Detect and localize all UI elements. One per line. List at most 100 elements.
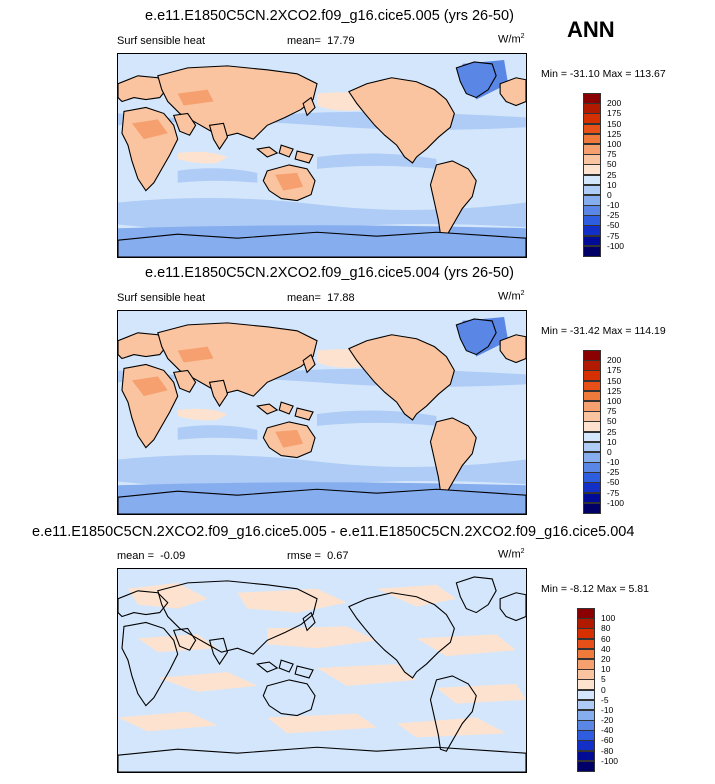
colorbar-tick-label: 80 xyxy=(601,623,611,634)
panel1-title: e.e11.E1850C5CN.2XCO2.f09_g16.cice5.005 … xyxy=(145,8,514,24)
ocean-flux-region xyxy=(177,425,258,440)
land-hotspot xyxy=(131,119,168,140)
colorbar-tick-label: 25 xyxy=(607,426,617,437)
panel3-rmse: rmse = 0.67 xyxy=(287,550,349,562)
panel2-mean: mean= 17.88 xyxy=(287,292,355,304)
land-region xyxy=(499,334,526,364)
panel3-units: W/m2 xyxy=(498,548,525,561)
colorbar-swatch xyxy=(577,720,595,731)
colorbar-tick-label: 175 xyxy=(607,108,622,119)
colorbar-swatch xyxy=(577,730,595,741)
colorbar-swatch xyxy=(583,154,601,165)
coastline xyxy=(294,665,314,679)
colorbar-swatch xyxy=(583,123,601,135)
colorbar-swatch xyxy=(577,658,595,670)
colorbar-swatch xyxy=(577,740,595,752)
panel1-map xyxy=(117,53,527,258)
colorbar-swatch xyxy=(583,441,601,453)
colorbar-tick-label: 175 xyxy=(607,365,622,376)
coastline xyxy=(348,592,455,679)
ocean-flux-region xyxy=(177,151,228,164)
colorbar-swatch xyxy=(577,760,595,772)
land-region xyxy=(157,65,318,140)
land-hotspot xyxy=(177,89,214,106)
colorbar-swatch xyxy=(583,492,601,504)
colorbar-swatch xyxy=(583,421,601,432)
ocean-flux-region xyxy=(118,455,526,489)
panel1-units: W/m2 xyxy=(498,33,525,46)
coastline xyxy=(121,621,179,707)
panel2-colorbar: 200 175 150 125 100 75 50 25 10 0 -10 -25 -50 -75 -100 xyxy=(583,350,643,514)
colorbar-swatch xyxy=(583,451,601,463)
land-region xyxy=(302,353,316,374)
colorbar-swatch xyxy=(583,482,601,494)
colorbar-swatch xyxy=(577,679,595,690)
positive-anomaly-region xyxy=(267,626,377,649)
coastline xyxy=(118,590,169,618)
coastline xyxy=(302,611,316,632)
colorbar-swatch xyxy=(583,225,601,237)
colorbar-tick-label: 200 xyxy=(607,98,622,109)
colorbar-swatch xyxy=(577,750,595,762)
panel1-variable: Surf sensible heat xyxy=(117,35,206,47)
season-label: ANN xyxy=(567,17,615,42)
colorbar-swatch xyxy=(583,360,601,371)
colorbar-swatch xyxy=(583,472,601,483)
panel3-mean: mean = -0.09 xyxy=(117,550,186,562)
land-region xyxy=(455,61,497,99)
coastline xyxy=(208,637,229,666)
land-region xyxy=(455,318,497,356)
land-region xyxy=(429,160,477,237)
colorbar-swatch xyxy=(583,390,601,402)
colorbar-swatch xyxy=(583,103,601,114)
positive-anomaly-region xyxy=(396,717,507,738)
colorbar-swatch xyxy=(577,699,595,711)
colorbar-tick-label: 125 xyxy=(607,128,622,139)
coastline xyxy=(118,746,526,772)
colorbar-swatch xyxy=(583,93,601,104)
colorbar-tick-label: -100 xyxy=(601,755,619,766)
colorbar-swatch xyxy=(577,638,595,650)
colorbar-tick-label: 100 xyxy=(607,138,622,149)
land-region xyxy=(118,488,526,514)
colorbar-swatch xyxy=(577,608,595,619)
land-region xyxy=(118,332,169,360)
land-hotspot xyxy=(275,172,304,191)
colorbar-tick-label: -100 xyxy=(607,497,625,508)
land-region xyxy=(294,150,314,164)
panel1-mean: mean= 17.79 xyxy=(287,35,355,47)
colorbar-tick-label: 0 xyxy=(607,189,612,200)
land-region xyxy=(208,379,229,408)
colorbar-tick-label: 125 xyxy=(607,385,622,396)
colorbar-swatch xyxy=(583,194,601,206)
land-region xyxy=(429,417,477,494)
colorbar-swatch xyxy=(577,618,595,629)
colorbar-tick-label: -100 xyxy=(607,240,625,251)
coastline xyxy=(429,675,477,752)
colorbar-tick-label: -50 xyxy=(607,477,620,488)
land-region xyxy=(302,96,316,117)
colorbar-tick-label: -60 xyxy=(601,735,614,746)
coastline xyxy=(262,679,316,717)
panel1-colorbar: 200 175 150 125 100 75 50 25 10 0 -10 -25 -50 -75 -100 xyxy=(583,93,643,257)
colorbar-tick-label: 150 xyxy=(607,375,622,386)
colorbar-tick-label: -5 xyxy=(601,694,609,705)
colorbar-swatch xyxy=(583,143,601,155)
land-region xyxy=(118,231,526,257)
coastline xyxy=(256,661,279,673)
colorbar-tick-label: 10 xyxy=(601,664,611,675)
colorbar-tick-label: 100 xyxy=(607,395,622,406)
colorbar-tick-label: 0 xyxy=(601,684,606,695)
colorbar-tick-label: 25 xyxy=(607,169,617,180)
colorbar-swatch xyxy=(583,245,601,257)
colorbar-tick-label: -10 xyxy=(601,704,614,715)
land-region xyxy=(118,75,169,103)
coastline xyxy=(278,659,294,673)
colorbar-swatch xyxy=(583,380,601,392)
colorbar-tick-label: -10 xyxy=(607,457,620,468)
colorbar-swatch xyxy=(583,205,601,216)
land-region xyxy=(278,401,294,415)
land-region xyxy=(208,122,229,151)
colorbar-swatch xyxy=(577,669,595,680)
colorbar-tick-label: -20 xyxy=(601,715,614,726)
